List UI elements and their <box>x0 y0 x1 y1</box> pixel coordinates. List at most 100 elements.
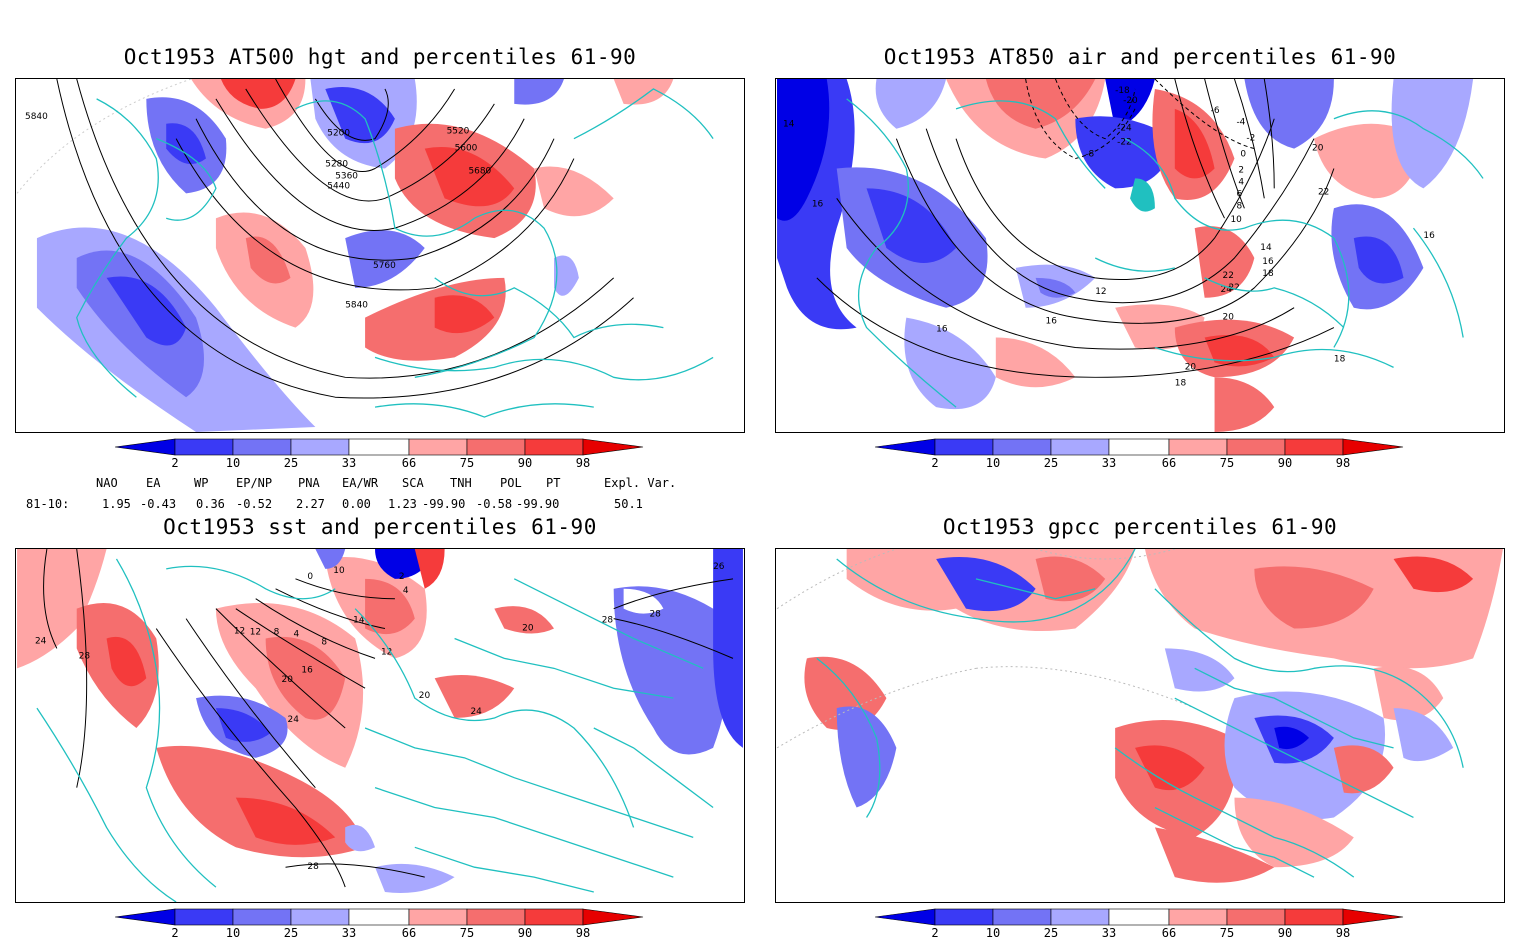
percentile-shading <box>804 549 1503 883</box>
colorbar-tick: 66 <box>402 456 416 468</box>
contour-label: 12 <box>1095 287 1106 297</box>
colorbar-segment <box>524 438 584 456</box>
colorbar-tick: 75 <box>1220 926 1234 938</box>
index-value: -0.58 <box>476 497 513 511</box>
colorbar-segment <box>875 438 936 456</box>
index-header: Expl. Var. <box>604 476 677 490</box>
coastlines <box>76 88 714 418</box>
colorbar-segment <box>1226 438 1286 456</box>
panel-title-air850: Oct1953 AT850 air and percentiles 61-90 <box>883 45 1397 69</box>
gpcc-map <box>776 549 1503 883</box>
colorbar-tick: 66 <box>402 926 416 938</box>
colorbar-tick: 33 <box>1102 926 1116 938</box>
contour-label: 12 <box>234 627 245 637</box>
colorbar-tick: 2 <box>171 456 178 468</box>
index-value: 1.23 <box>388 497 417 511</box>
colorbar-segment <box>934 908 994 926</box>
index-header: PNA <box>298 476 320 490</box>
contour-label: 16 <box>936 325 948 335</box>
index-value: -0.52 <box>236 497 273 511</box>
colorbar-segment <box>466 438 526 456</box>
index-header: NAO <box>96 476 118 490</box>
index-value: -99.90 <box>516 497 560 511</box>
colorbar-tick: 25 <box>284 926 298 938</box>
index-header: SCA <box>402 476 424 490</box>
contour-label: -24 <box>1117 124 1132 134</box>
contour-label: 0 <box>307 572 313 582</box>
index-value: -0.43 <box>140 497 177 511</box>
contour-label: 5360 <box>335 171 358 181</box>
colorbar-tick: 66 <box>1162 926 1176 938</box>
panel-title-hgt500: Oct1953 AT500 hgt and percentiles 61-90 <box>123 45 637 69</box>
map-panel-sst: 24 28 12 8 4 0 10 14 8 12 16 20 24 20 24… <box>15 548 745 903</box>
contour-label: 16 <box>301 665 313 675</box>
colorbar-segment <box>582 908 644 926</box>
contour-label: 4 <box>1238 177 1244 187</box>
contour-label: 28 <box>79 651 91 661</box>
contour-label: 5840 <box>25 112 48 122</box>
index-value: -99.90 <box>422 497 466 511</box>
colorbar-tick: 2 <box>931 926 938 938</box>
colorbar-tick: 98 <box>1336 456 1350 468</box>
height-contours <box>56 79 634 399</box>
contour-label: 20 <box>1185 362 1197 372</box>
colorbar-segment <box>1342 908 1404 926</box>
index-value: 0.36 <box>196 497 225 511</box>
contour-label: 5200 <box>327 129 350 139</box>
contour-label: 22 <box>1223 271 1234 281</box>
colorbar-tick: 25 <box>1044 926 1058 938</box>
colorbar-tick: 10 <box>986 456 1000 468</box>
map-panel-air850: 14 16 -18 -20 -22 -24 -8 -6 -4 -2 0 2 4 … <box>775 78 1505 433</box>
colorbar-tick: 10 <box>226 456 240 468</box>
contour-label: -2 <box>1246 134 1255 144</box>
contour-label: 26 <box>713 562 725 572</box>
colorbar-segment <box>1284 438 1344 456</box>
contour-label: 24 <box>35 636 47 646</box>
contour-label: -4 <box>1236 118 1245 128</box>
air850-map: 14 16 -18 -20 -22 -24 -8 -6 -4 -2 0 2 4 … <box>777 79 1503 432</box>
percentile-shading <box>36 79 674 432</box>
colorbar-segment <box>1342 438 1404 456</box>
colorbar-segment <box>408 908 468 926</box>
contour-label: 22 <box>1318 187 1329 197</box>
colorbar-tick: 10 <box>226 926 240 938</box>
colorbar-segment <box>1050 908 1110 926</box>
contour-label: 5600 <box>455 144 478 154</box>
colorbar-tick: 25 <box>1044 456 1058 468</box>
contour-label: 12 <box>381 647 392 657</box>
index-value: 50.1 <box>614 497 643 511</box>
colorbar-segment <box>408 438 468 456</box>
contour-label: 14 <box>783 120 795 130</box>
colorbar-sst: 2 10 25 33 66 75 90 98 <box>115 908 645 938</box>
contour-label: 8 <box>274 628 280 638</box>
colorbar-segment <box>1284 908 1344 926</box>
contour-label: -8 <box>1085 150 1094 160</box>
colorbar-segment <box>582 438 644 456</box>
contour-label: 5680 <box>468 166 491 176</box>
colorbar-tick: 75 <box>460 456 474 468</box>
colorbar-tick: 90 <box>518 926 532 938</box>
contour-label: 6 <box>1236 189 1242 199</box>
contour-label: 20 <box>419 691 431 701</box>
colorbar-tick: 33 <box>1102 456 1116 468</box>
contour-label: 24 <box>1221 285 1233 295</box>
index-header: TNH <box>450 476 472 490</box>
colorbar-tick: 66 <box>1162 456 1176 468</box>
colorbar-segment <box>115 908 176 926</box>
contour-label: 14 <box>353 616 365 626</box>
colorbar-tick: 90 <box>518 456 532 468</box>
colorbar-segment <box>524 908 584 926</box>
colorbar-segment <box>1168 438 1228 456</box>
contour-label: 5840 <box>345 301 368 311</box>
index-header: PT <box>546 476 561 490</box>
sst-map: 24 28 12 8 4 0 10 14 8 12 16 20 24 20 24… <box>17 549 743 902</box>
contour-label: 5280 <box>325 160 348 170</box>
index-header-row: NAO EA WP EP/NP PNA EA/WR SCA TNH POL PT… <box>0 476 760 492</box>
colorbar-segment <box>115 438 176 456</box>
contour-label: 5520 <box>447 127 470 137</box>
map-panel-hgt500: 5840 5200 5280 5360 5440 5520 5600 5680 … <box>15 78 745 433</box>
index-header: EA <box>146 476 161 490</box>
contour-label: 0 <box>1240 150 1246 160</box>
colorbar-segment <box>232 908 292 926</box>
contour-label: 28 <box>307 862 319 872</box>
